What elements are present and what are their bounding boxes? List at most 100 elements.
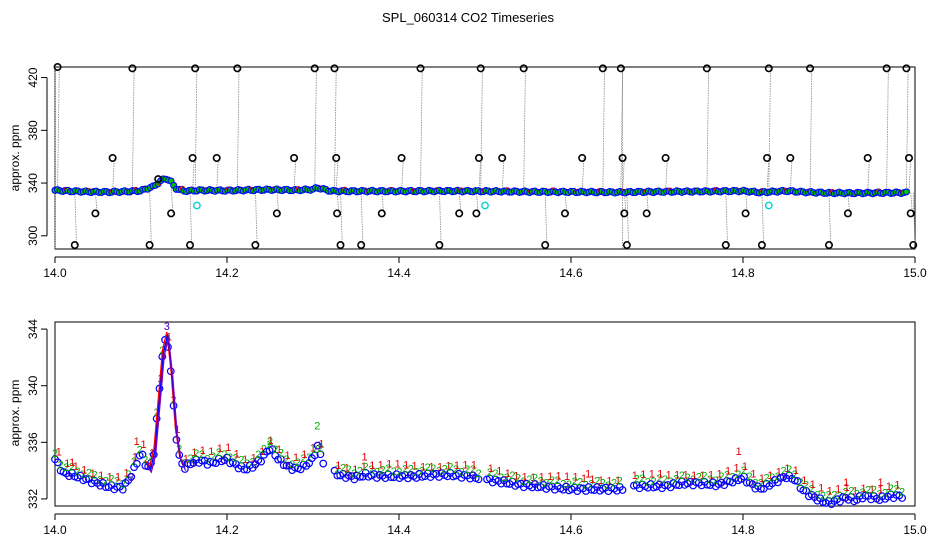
bottom-highlight-label: 1 <box>843 477 849 489</box>
bottom-series-1-label: 1 <box>225 442 231 454</box>
top-outlier-point <box>310 64 319 73</box>
bottom-series-2-label: 2 <box>532 473 538 485</box>
bottom-series-2-label: 2 <box>701 470 707 482</box>
bottom-series-0-point <box>356 472 364 481</box>
top-spike-line <box>912 192 916 246</box>
bottom-series-2-label: 2 <box>295 457 301 469</box>
bottom-series-0-point <box>742 478 751 487</box>
bottom-series-2-label: 2 <box>893 484 899 496</box>
top-x-tick-label: 14.8 <box>731 266 755 280</box>
bottom-series-1-label: 1 <box>293 452 299 464</box>
bottom-series-2-label: 2 <box>210 451 216 463</box>
bottom-series-2-label: 2 <box>634 474 640 486</box>
bottom-series-2-label: 2 <box>187 453 193 465</box>
top-outlier-point <box>290 154 299 163</box>
top-outlier-point <box>909 241 918 250</box>
bottom-series-2-label: 2 <box>549 475 555 487</box>
bottom-series-1-label: 1 <box>90 468 96 480</box>
bottom-series-2-label: 2 <box>487 467 493 479</box>
bottom-series-0-point <box>310 451 319 460</box>
bottom-series-2-label: 2 <box>148 452 154 464</box>
top-spike-line <box>132 68 135 192</box>
bottom-series-2-label: 2 <box>283 454 289 466</box>
bottom-series-1-label: 1 <box>657 469 663 481</box>
top-outlier-point <box>474 154 483 163</box>
top-spike-line <box>74 191 77 246</box>
top-outlier-point <box>330 64 339 73</box>
bottom-series-2-label: 2 <box>58 459 64 471</box>
top-outlier-point <box>622 241 631 250</box>
bottom-series-2-label: 2 <box>317 443 323 455</box>
top-spike-line <box>112 157 115 192</box>
bottom-series-3-label: 3 <box>749 479 755 491</box>
top-outlier-point <box>472 209 481 218</box>
bottom-series-1-label: 1 <box>454 460 460 472</box>
bottom-series-1-label: 1 <box>378 459 384 471</box>
bottom-series-1-label: 1 <box>708 470 714 482</box>
bottom-series-2-label: 2 <box>272 444 278 456</box>
bottom-series-2-label: 2 <box>526 474 532 486</box>
bottom-series-0-point <box>545 482 554 491</box>
top-outlier-point <box>598 64 607 73</box>
bottom-series-3-label: 3 <box>252 459 258 471</box>
bottom-series-1-label: 1 <box>606 476 612 488</box>
bottom-highlight-label: 2 <box>314 420 320 432</box>
top-y-tick-label: 340 <box>26 173 40 193</box>
top-spike-line <box>523 68 526 192</box>
top-outlier-point <box>357 241 366 250</box>
top-outlier-point <box>154 175 163 184</box>
bottom-series-2-label: 2 <box>673 473 679 485</box>
bottom-series-2-label: 2 <box>233 453 239 465</box>
bottom-series-0-point <box>740 472 748 481</box>
top-outlier-point <box>167 209 176 218</box>
bottom-series-1-label: 1 <box>759 473 765 485</box>
bottom-series-2-label: 2 <box>826 490 832 502</box>
bottom-highlight-label: 1 <box>878 477 884 489</box>
top-outlier-point <box>906 209 915 218</box>
bottom-x-tick-label: 14.0 <box>43 523 67 537</box>
bottom-series-1-label: 1 <box>166 331 172 343</box>
bottom-series-0-point <box>132 459 141 468</box>
top-outlier-point <box>824 241 833 250</box>
bottom-series-1-label: 1 <box>852 486 858 498</box>
top-spike-line <box>761 192 765 246</box>
chart-title: SPL_060314 CO2 Timeseries <box>382 10 554 25</box>
bottom-series-2-label: 2 <box>340 462 346 474</box>
bottom-highlight-label: 1 <box>585 468 591 480</box>
top-outlier-point <box>476 64 485 73</box>
bottom-series-2-label: 2 <box>803 479 809 491</box>
bottom-highlight-label: 1 <box>69 457 75 469</box>
bottom-series-2-label: 2 <box>238 455 244 467</box>
bottom-series-2-label: 2 <box>820 491 826 503</box>
top-axes: 14.0 14.2 14.4 14.6 14.8 15.0 300 340 380 420 <box>26 67 927 280</box>
bottom-series-1-label: 1 <box>403 459 409 471</box>
bottom-series-0-point <box>313 441 322 450</box>
top-outlier-point <box>272 209 281 218</box>
bottom-series-0-point <box>474 475 483 484</box>
bottom-series-3-label: 3 <box>221 455 227 467</box>
bottom-x-tick-label: 14.6 <box>559 523 583 537</box>
bottom-series-1-label: 1 <box>835 484 841 496</box>
bottom-series-2-label: 2 <box>515 473 521 485</box>
bottom-series-2-label: 2 <box>555 475 561 487</box>
bottom-series-2-label: 2 <box>69 461 75 473</box>
bottom-series-2-label: 2 <box>312 444 318 456</box>
bottom-series-1-label: 1 <box>666 469 672 481</box>
bottom-series-1-label: 1 <box>513 470 519 482</box>
bottom-series-0-point <box>460 471 469 479</box>
bottom-series-1-label: 1 <box>200 445 206 457</box>
bottom-series-1-label: 1 <box>276 444 282 456</box>
bottom-series-2-label: 2 <box>543 478 549 490</box>
bottom-series-0-point <box>257 457 266 466</box>
top-outlier-point <box>642 209 651 218</box>
bottom-series-2-label: 2 <box>831 490 837 502</box>
bottom-series-2-label: 2 <box>809 483 815 495</box>
top-spike-line <box>401 157 404 192</box>
bottom-series-2-label: 2 <box>651 476 657 488</box>
bottom-series-1-label: 1 <box>234 448 240 460</box>
bottom-series-0-point <box>790 476 799 485</box>
bottom-series-0-point <box>799 486 808 495</box>
top-outlier-point <box>882 64 891 73</box>
